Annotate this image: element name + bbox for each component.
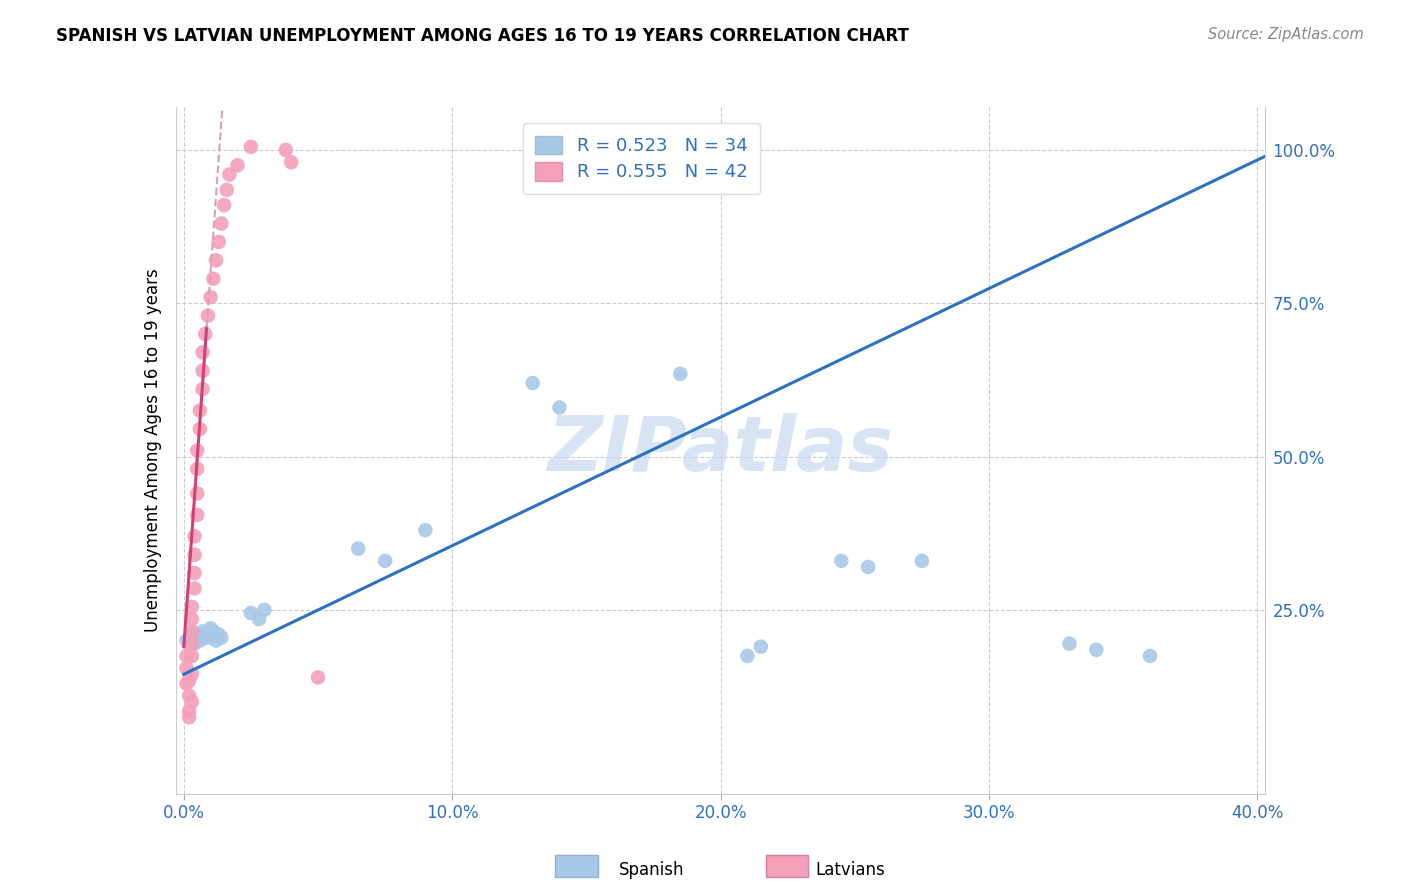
Point <box>209 631 232 645</box>
Point <box>194 326 217 341</box>
Text: Spanish: Spanish <box>619 861 685 879</box>
Point <box>197 631 219 645</box>
FancyBboxPatch shape <box>766 855 808 877</box>
Point <box>1139 648 1161 663</box>
Point <box>911 554 934 568</box>
Point <box>191 364 214 378</box>
Point <box>186 486 208 500</box>
Point <box>253 603 276 617</box>
Point <box>749 640 772 654</box>
Point <box>188 631 211 645</box>
Point <box>186 508 208 522</box>
Point <box>226 158 249 172</box>
Point <box>202 624 225 639</box>
Point <box>1085 642 1108 657</box>
Point <box>239 606 262 620</box>
Point <box>179 673 201 688</box>
Point <box>830 554 852 568</box>
Point <box>548 401 571 415</box>
Point <box>186 443 208 458</box>
Point <box>209 217 232 231</box>
Y-axis label: Unemployment Among Ages 16 to 19 years: Unemployment Among Ages 16 to 19 years <box>143 268 162 632</box>
Point <box>197 309 219 323</box>
Point <box>183 637 205 651</box>
Text: ZIPatlas: ZIPatlas <box>547 414 894 487</box>
Point <box>180 667 202 681</box>
Point <box>205 633 228 648</box>
Point <box>183 566 205 581</box>
Point <box>280 155 302 169</box>
Legend: R = 0.523   N = 34, R = 0.555   N = 42: R = 0.523 N = 34, R = 0.555 N = 42 <box>523 123 761 194</box>
Point <box>1059 637 1081 651</box>
Point <box>180 648 202 663</box>
Text: SPANISH VS LATVIAN UNEMPLOYMENT AMONG AGES 16 TO 19 YEARS CORRELATION CHART: SPANISH VS LATVIAN UNEMPLOYMENT AMONG AG… <box>56 27 910 45</box>
FancyBboxPatch shape <box>555 855 598 877</box>
Point <box>307 670 329 684</box>
Point <box>218 168 240 182</box>
Point <box>183 529 205 543</box>
Point <box>347 541 370 556</box>
Point <box>669 367 692 381</box>
Point <box>188 633 211 648</box>
Point <box>179 689 201 703</box>
Point <box>374 554 396 568</box>
Point <box>191 624 214 639</box>
Point <box>186 462 208 476</box>
Point <box>191 345 214 359</box>
Point <box>180 624 202 639</box>
Text: Source: ZipAtlas.com: Source: ZipAtlas.com <box>1208 27 1364 42</box>
Point <box>191 382 214 396</box>
Point <box>191 631 214 645</box>
Point <box>415 523 437 537</box>
Point <box>737 648 759 663</box>
Point <box>179 637 201 651</box>
Point <box>179 704 201 718</box>
Point <box>186 633 208 648</box>
Point <box>856 560 879 574</box>
Point <box>194 627 217 641</box>
Point <box>186 627 208 641</box>
Point <box>202 271 225 285</box>
Point <box>522 376 544 390</box>
Point <box>180 612 202 626</box>
Point <box>200 621 222 635</box>
Point <box>208 235 231 249</box>
Point <box>179 631 201 645</box>
Point <box>188 403 211 417</box>
Point <box>183 631 205 645</box>
Point <box>176 661 198 675</box>
Point <box>176 676 198 690</box>
Point <box>274 143 297 157</box>
Point <box>183 548 205 562</box>
Point <box>215 183 238 197</box>
Point <box>176 633 198 648</box>
Point <box>180 695 202 709</box>
Point <box>200 290 222 304</box>
Point <box>188 422 211 436</box>
Point <box>208 627 231 641</box>
Point <box>179 710 201 724</box>
Point <box>180 633 202 648</box>
Point <box>212 198 235 212</box>
Text: Latvians: Latvians <box>815 861 886 879</box>
Point <box>180 637 202 651</box>
Point <box>183 582 205 596</box>
Point <box>180 599 202 614</box>
Point <box>205 253 228 268</box>
Point <box>239 140 262 154</box>
Point <box>176 648 198 663</box>
Point <box>247 612 270 626</box>
Point <box>180 627 202 641</box>
